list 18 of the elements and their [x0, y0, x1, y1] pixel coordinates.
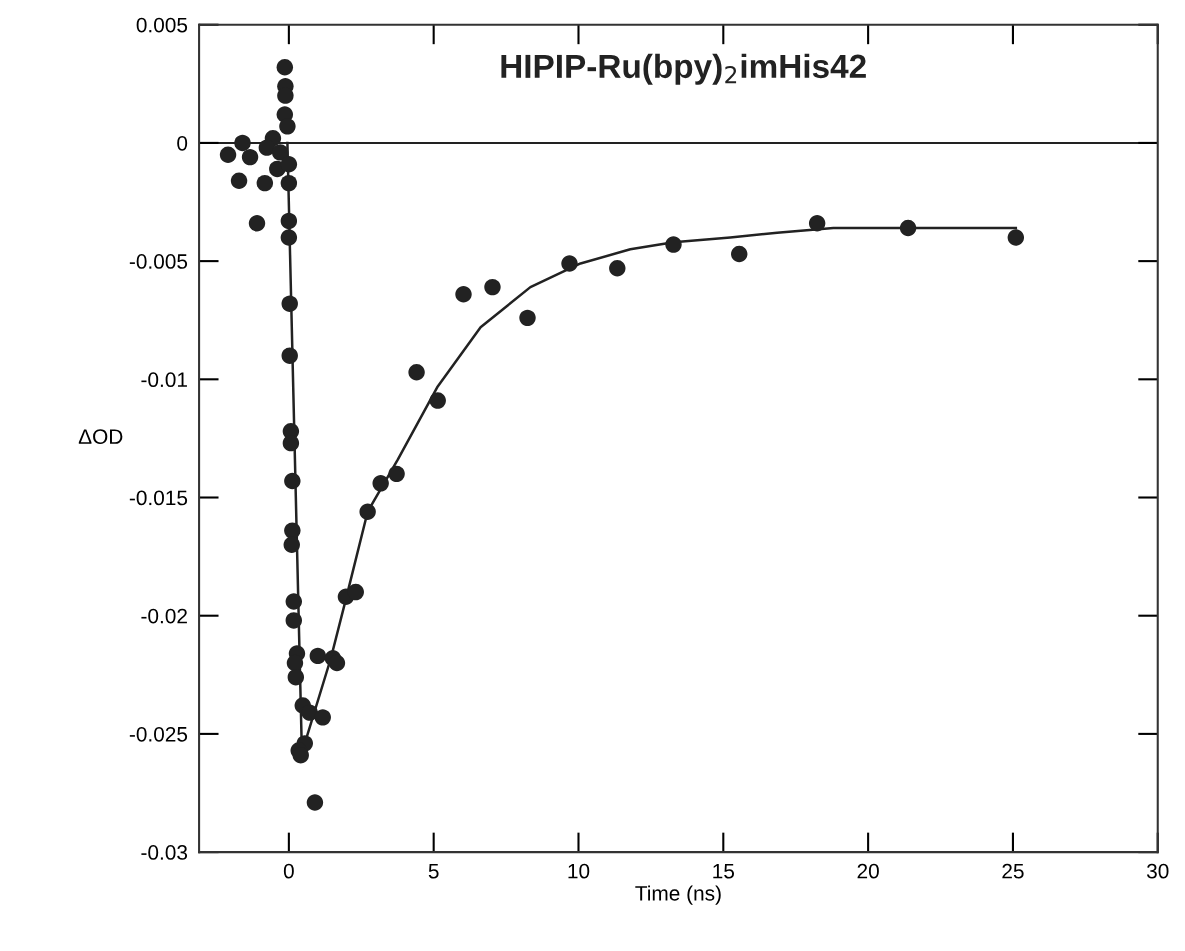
x-tick-label: 20	[857, 863, 879, 879]
y-tick-label: -0.005	[129, 254, 188, 269]
y-tick-label: -0.03	[141, 845, 188, 860]
y-axis-title: ΔOD	[78, 429, 123, 444]
y-tick-label: -0.015	[129, 490, 188, 506]
x-tick-label: 30	[1146, 863, 1169, 879]
y-tick-label: -0.01	[141, 372, 187, 388]
x-tick-label: 15	[713, 863, 735, 879]
x-tick-label: 10	[568, 863, 590, 879]
x-tick-label: 0	[283, 863, 294, 879]
x-tick-label: 25	[1002, 863, 1024, 879]
x-tick-label: 5	[428, 863, 439, 879]
y-tick-label: -0.02	[141, 608, 187, 624]
y-tick-label: 0.005	[136, 17, 188, 33]
text: HIPIP-Ru(bpy)$_{2}$imHis42	[501, 53, 866, 85]
y-tick-label: 0	[177, 135, 188, 151]
x-axis-title: Time (ns)	[635, 885, 721, 905]
y-tick-label: -0.025	[129, 726, 188, 742]
